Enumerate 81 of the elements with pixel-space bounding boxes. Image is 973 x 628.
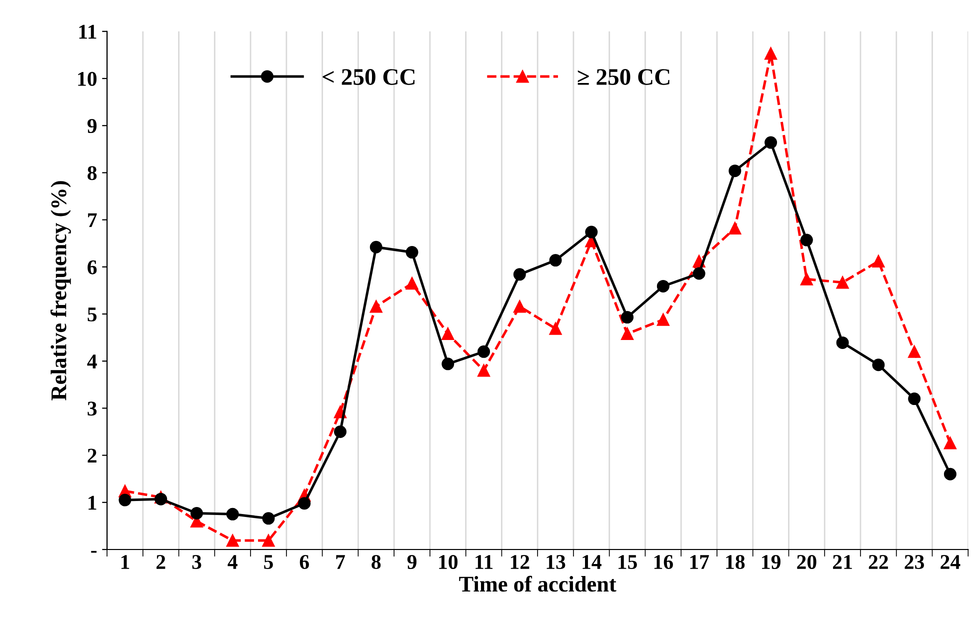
x-tick-label: 21: [833, 555, 852, 569]
y-tick-label: 1: [88, 496, 96, 510]
point: [800, 272, 813, 286]
y-tick-label: 10: [78, 72, 97, 86]
point: [442, 328, 454, 340]
point: [728, 222, 742, 235]
x-tick-label: 20: [797, 554, 816, 570]
point: [585, 226, 598, 238]
x-tick-label: 15: [618, 555, 637, 570]
x-tick-label: 18: [726, 554, 745, 570]
x-tick-label: 17: [690, 555, 709, 569]
point: [298, 497, 311, 510]
y-tick-label: 7: [88, 213, 97, 228]
point: [836, 276, 849, 289]
y-tick-label: 4: [87, 354, 97, 368]
point: [334, 426, 346, 438]
x-tick-label: 24: [940, 555, 960, 569]
x-tick-label: 22: [868, 555, 888, 569]
point: [478, 364, 490, 377]
point: [692, 267, 706, 280]
point: [656, 313, 670, 326]
y-axis-title: Relative frequency (%): [50, 181, 71, 400]
y-tick-label: -: [91, 550, 97, 553]
x-tick-label: 3: [192, 555, 202, 570]
x-tick-label: 7: [336, 555, 345, 569]
point: [908, 345, 921, 358]
point: [262, 512, 275, 525]
y-tick-label: 9: [87, 119, 97, 134]
x-tick-label: 1: [121, 555, 130, 569]
legend-label: ≥ 250 CC: [578, 69, 670, 85]
x-tick-label: 6: [300, 555, 309, 570]
x-tick-label: 12: [510, 555, 530, 569]
y-tick-label: 3: [88, 402, 97, 416]
point: [442, 358, 454, 370]
point: [836, 336, 849, 349]
y-tick-label: 8: [88, 166, 97, 180]
point: [406, 277, 418, 290]
y-tick-label: 11: [79, 24, 96, 39]
point: [370, 240, 382, 254]
point: [154, 492, 168, 506]
x-tick-label: 14: [582, 555, 602, 569]
y-tick-label: 6: [88, 260, 97, 274]
point: [370, 300, 382, 313]
point: [872, 255, 885, 268]
point: [621, 311, 634, 324]
x-tick-label: 11: [476, 555, 493, 569]
x-tick-label: 13: [546, 555, 566, 570]
point: [406, 246, 418, 259]
point: [764, 47, 778, 60]
point: [513, 300, 526, 313]
x-tick-label: 2: [156, 555, 166, 569]
x-tick-label: 10: [439, 554, 458, 570]
point: [549, 322, 562, 335]
point: [226, 534, 239, 547]
point: [190, 506, 203, 520]
x-tick-label: 23: [904, 555, 924, 570]
point: [944, 468, 956, 480]
point: [478, 345, 490, 358]
point: [656, 280, 670, 292]
point: [226, 508, 239, 520]
y-tick-label: 2: [88, 448, 96, 463]
point: [118, 494, 132, 506]
x-tick-label: 5: [264, 555, 273, 570]
point: [764, 136, 778, 149]
point: [513, 268, 526, 281]
point: [549, 254, 562, 267]
point: [728, 164, 742, 178]
x-tick-label: 19: [762, 555, 780, 570]
legend-label: < 250 CC: [322, 69, 414, 85]
point: [621, 328, 634, 340]
x-tick-label: 4: [228, 555, 238, 569]
point: [944, 436, 956, 450]
point: [262, 534, 275, 547]
x-tick-label: 16: [654, 555, 673, 570]
y-tick-label: 5: [88, 308, 97, 322]
point: [872, 358, 885, 372]
point: [800, 234, 813, 246]
x-axis-title: Time of accident: [459, 576, 616, 592]
x-tick-label: 8: [372, 554, 381, 570]
point: [908, 392, 921, 406]
x-tick-label: 9: [407, 555, 416, 570]
